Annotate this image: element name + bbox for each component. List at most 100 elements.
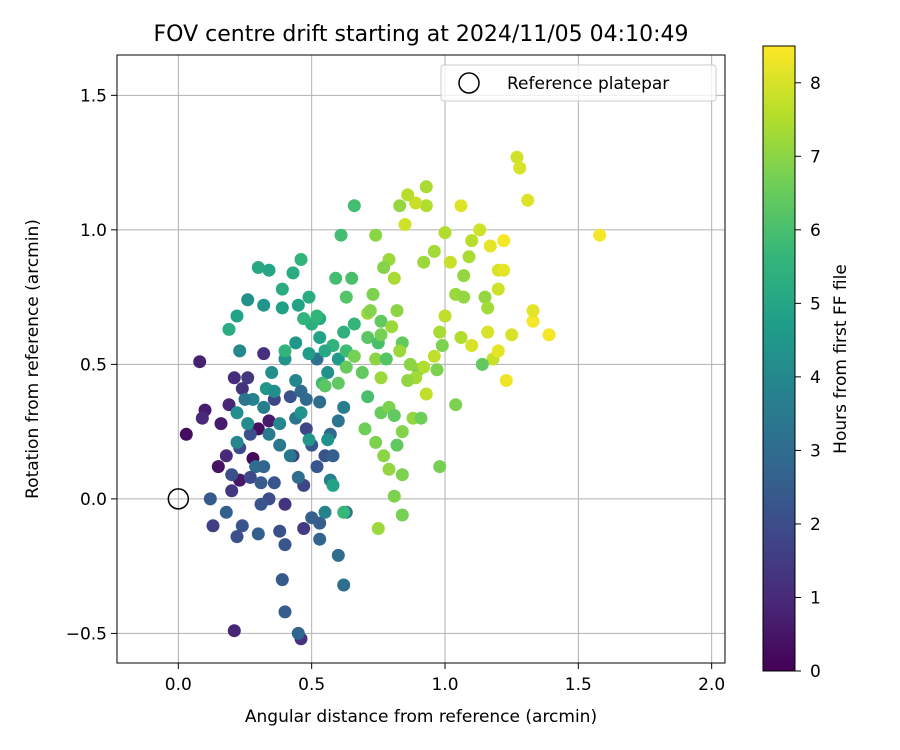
data-point — [289, 374, 303, 387]
colorbar-tick-label: 5 — [810, 294, 821, 314]
data-point — [235, 382, 249, 396]
data-point — [345, 271, 359, 285]
data-point — [230, 406, 244, 420]
data-point — [318, 344, 332, 358]
data-point — [321, 433, 335, 447]
data-point — [257, 460, 271, 474]
data-point — [510, 150, 524, 164]
data-point — [417, 255, 431, 269]
data-point — [318, 505, 332, 519]
data-point — [227, 624, 241, 638]
data-point — [387, 271, 401, 285]
data-point — [318, 379, 332, 393]
data-point — [369, 228, 383, 242]
data-point — [491, 282, 505, 296]
data-point — [238, 392, 252, 406]
data-point — [262, 263, 276, 277]
data-point — [465, 234, 479, 248]
data-point — [427, 349, 441, 363]
x-axis-ticks: 0.0 0.5 1.0 1.5 2.0 — [165, 663, 725, 695]
colorbar: 0 1 2 3 4 5 6 7 8 Hours from first FF file — [762, 45, 851, 682]
data-point — [243, 470, 257, 484]
x-tick-label: 0.0 — [165, 675, 192, 695]
data-point — [257, 400, 271, 414]
plot-frame — [116, 54, 726, 664]
data-point — [331, 352, 345, 366]
data-point — [254, 497, 268, 511]
data-point — [222, 322, 236, 336]
data-point — [326, 478, 340, 492]
data-point — [491, 344, 505, 358]
data-point — [369, 352, 383, 366]
data-point — [294, 253, 308, 266]
data-point — [347, 349, 361, 363]
data-point — [513, 161, 527, 175]
data-point — [195, 411, 209, 425]
data-point — [374, 314, 388, 328]
data-point — [355, 366, 369, 379]
data-point — [334, 228, 348, 242]
data-point — [358, 422, 372, 436]
data-point — [377, 261, 391, 274]
data-point — [273, 524, 287, 538]
data-point — [443, 255, 457, 269]
data-point — [347, 199, 361, 213]
data-point — [262, 414, 276, 428]
colorbar-tick-label: 6 — [810, 221, 821, 241]
data-point — [454, 199, 468, 213]
data-point — [366, 287, 380, 301]
colorbar-label: Hours from first FF file — [831, 264, 851, 454]
data-point — [337, 325, 351, 339]
data-point — [526, 304, 540, 318]
data-point — [329, 271, 343, 285]
data-point — [465, 339, 479, 352]
data-point — [206, 519, 220, 533]
data-point — [267, 384, 281, 398]
data-point — [251, 527, 265, 541]
data-point — [481, 325, 495, 339]
data-point — [478, 290, 492, 304]
data-point — [278, 497, 292, 511]
data-point — [419, 387, 433, 401]
y-tick-label: −0.5 — [66, 624, 107, 644]
reference-point-marker — [167, 488, 190, 510]
data-point — [227, 371, 241, 385]
data-point — [222, 398, 236, 412]
data-point — [278, 344, 292, 358]
data-point — [393, 199, 407, 213]
data-point — [475, 357, 489, 371]
data-point — [286, 266, 300, 280]
data-point — [289, 336, 303, 350]
y-tick-label: 0.0 — [80, 490, 107, 510]
x-tick-label: 1.0 — [431, 675, 458, 695]
data-point — [435, 339, 449, 352]
data-point — [291, 626, 305, 640]
x-tick-label: 1.5 — [565, 675, 592, 695]
data-point — [257, 347, 271, 361]
data-point — [219, 505, 233, 519]
data-point — [262, 427, 276, 441]
data-point — [294, 406, 308, 420]
y-tick-label: 1.0 — [80, 221, 107, 241]
data-point — [203, 492, 217, 506]
y-tick-label: 1.5 — [80, 86, 107, 106]
data-point — [387, 409, 401, 422]
data-point — [542, 328, 556, 342]
data-point — [401, 188, 415, 202]
y-axis-ticks: −0.5 0.0 0.5 1.0 1.5 — [66, 86, 117, 644]
data-point — [339, 290, 353, 304]
legend-box — [440, 64, 717, 102]
data-point — [299, 392, 313, 406]
data-point — [241, 293, 255, 307]
data-point — [457, 269, 471, 283]
data-point — [230, 530, 244, 544]
data-point — [230, 435, 244, 449]
data-point — [313, 532, 327, 546]
data-point — [457, 290, 471, 304]
data-point — [339, 360, 353, 374]
data-point — [291, 298, 305, 312]
data-point — [275, 301, 289, 315]
data-point — [347, 317, 361, 331]
colorbar-fill — [763, 46, 795, 671]
data-point — [225, 484, 239, 498]
